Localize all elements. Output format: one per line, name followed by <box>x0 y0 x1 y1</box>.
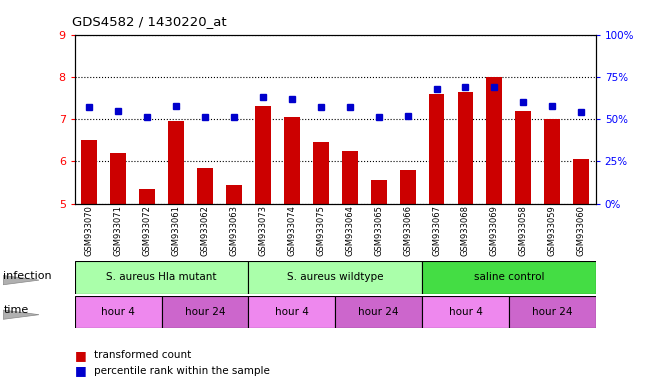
Text: hour 4: hour 4 <box>275 307 309 317</box>
Bar <box>370 180 387 204</box>
Bar <box>574 159 589 204</box>
Bar <box>284 117 300 204</box>
Polygon shape <box>3 276 39 285</box>
Bar <box>81 140 97 204</box>
Bar <box>422 296 509 328</box>
Bar <box>509 296 596 328</box>
Text: transformed count: transformed count <box>94 350 191 360</box>
Bar <box>226 185 242 204</box>
Text: hour 24: hour 24 <box>532 307 572 317</box>
Bar <box>75 261 249 294</box>
Bar <box>75 296 161 328</box>
Text: hour 24: hour 24 <box>185 307 225 317</box>
Bar <box>168 121 184 204</box>
Bar <box>400 170 415 204</box>
Bar <box>255 106 271 204</box>
Bar <box>313 142 329 204</box>
Bar <box>249 296 335 328</box>
Bar <box>110 153 126 204</box>
Bar <box>428 94 445 204</box>
Bar <box>516 111 531 204</box>
Bar <box>161 296 249 328</box>
Text: ■: ■ <box>75 349 87 362</box>
Bar <box>342 151 357 204</box>
Bar <box>197 168 213 204</box>
Text: hour 4: hour 4 <box>449 307 482 317</box>
Bar <box>139 189 155 204</box>
Bar <box>335 296 422 328</box>
Text: hour 4: hour 4 <box>102 307 135 317</box>
Text: S. aureus Hla mutant: S. aureus Hla mutant <box>106 272 217 283</box>
Text: saline control: saline control <box>474 272 544 283</box>
Bar <box>422 261 596 294</box>
Text: percentile rank within the sample: percentile rank within the sample <box>94 366 270 376</box>
Bar <box>249 261 422 294</box>
Bar <box>458 92 473 204</box>
Text: infection: infection <box>3 270 52 281</box>
Text: GDS4582 / 1430220_at: GDS4582 / 1430220_at <box>72 15 227 28</box>
Text: S. aureus wildtype: S. aureus wildtype <box>287 272 383 283</box>
Text: time: time <box>3 305 29 315</box>
Polygon shape <box>3 310 39 319</box>
Bar <box>486 77 503 204</box>
Text: ■: ■ <box>75 364 87 377</box>
Text: hour 24: hour 24 <box>359 307 399 317</box>
Bar <box>544 119 561 204</box>
